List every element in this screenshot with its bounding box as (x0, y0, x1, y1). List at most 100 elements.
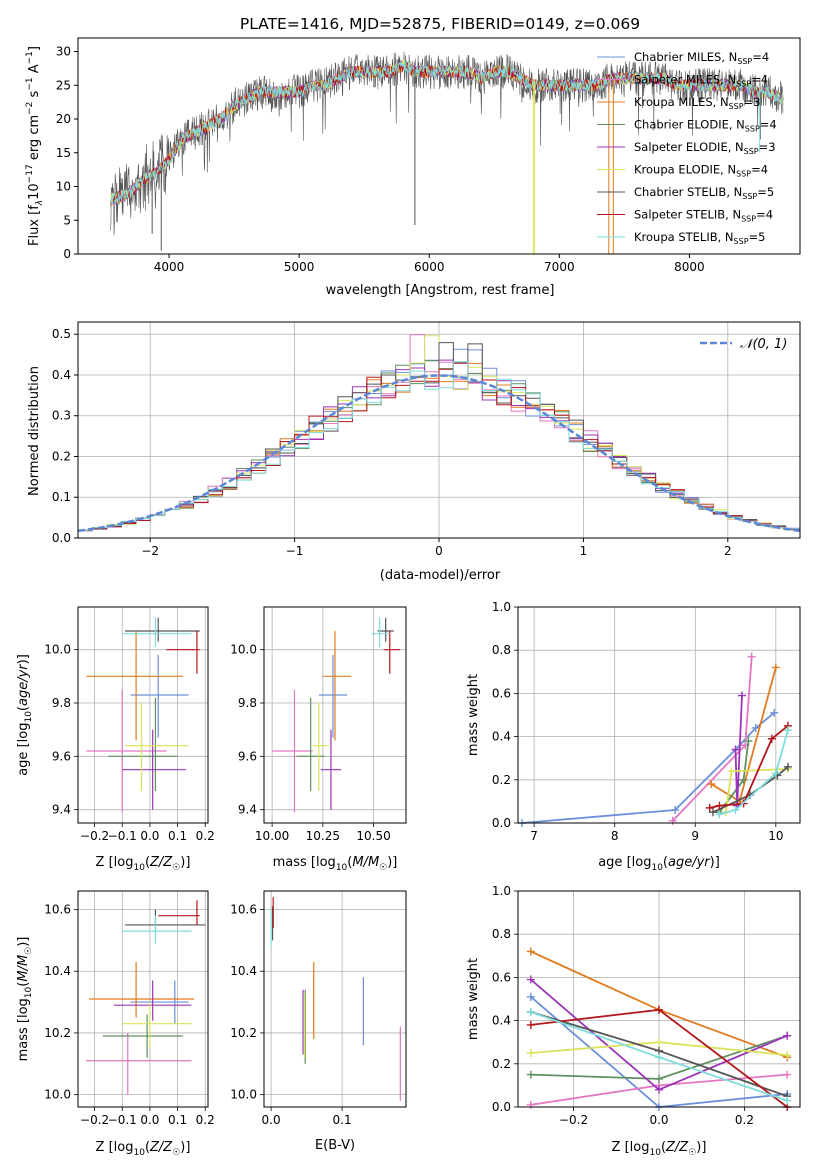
weight-marker (526, 1007, 535, 1016)
y-tick-label: 10.4 (230, 964, 257, 978)
x-tick-label: 9 (691, 829, 699, 843)
y-tick-label: 25 (56, 78, 71, 92)
label-part: age [log (598, 855, 651, 870)
weight-marker (715, 810, 724, 819)
ticks: −0.2 0.0 0.2 0.0 0.2 0.4 0.6 0.8 1.0 (492, 884, 754, 1127)
x-tick-label: 10.25 (306, 829, 340, 843)
y-tick-label: 9.8 (52, 696, 71, 710)
label-part: ( (16, 706, 31, 711)
x-tick-label: 0.2 (196, 1113, 215, 1127)
label-part: ☉ (172, 1148, 180, 1158)
ticks: 10.00 10.25 10.50 9.4 9.6 9.8 10.0 (230, 643, 390, 843)
label-part: ☉ (379, 863, 387, 873)
y-tick-label: 10.0 (230, 643, 257, 657)
legend-entry: Kroupa STELIB, NSSP=5 (634, 230, 765, 246)
x-tick-label: 1 (580, 544, 588, 558)
weight-marker (783, 726, 792, 735)
x-tick-label: 2 (724, 544, 732, 558)
y-tick-label: 0.6 (492, 970, 511, 984)
legend-entry: Chabrier ELODIE, NSSP=4 (634, 118, 777, 134)
legend-count: =5 (749, 230, 766, 244)
legend-subscript: SSP (736, 170, 751, 179)
label-part: 10 (133, 1148, 145, 1158)
weight-marker (655, 1085, 663, 1094)
y-tick-label: 0 (63, 247, 71, 261)
weight-marker (668, 816, 677, 825)
axes-frame (77, 890, 209, 1108)
x-tick-label: 4000 (154, 260, 185, 274)
legend-count: =5 (757, 185, 774, 199)
legend-entry: Kroupa ELODIE, NSSP=4 (634, 163, 768, 179)
errorbars (272, 617, 400, 813)
legend-subscript: SSP (744, 147, 759, 156)
y-tick-label: 15 (56, 146, 71, 160)
legend-entry: Kroupa MILES, NSSP=3 (634, 95, 760, 111)
legend-subscript: SSP (736, 80, 751, 89)
weight-marker (655, 1005, 663, 1014)
x-tick-label: 10 (768, 829, 783, 843)
y-tick-label: 0.4 (492, 730, 511, 744)
legend-name: Kroupa ELODIE, N (634, 163, 736, 177)
x-tick-label: 0.0 (140, 829, 159, 843)
ylabel-part: λ (35, 200, 45, 206)
x-axis-label: Z [log10(Z/Z☉)] (96, 855, 191, 873)
label-part: M/M (16, 955, 31, 982)
weight-marker (767, 734, 776, 743)
y-axis-label: mass weight (466, 674, 481, 756)
legend-entry: Salpeter MILES, NSSP=4 (634, 73, 768, 89)
weight-marker (783, 1070, 792, 1079)
label-part: )] (387, 855, 397, 870)
y-axis-label: age [log10(age/yr)] (16, 654, 34, 776)
ticks: 0.0 0.1 10.0 10.2 10.4 10.6 (230, 903, 351, 1127)
ylabel-part: −1 (25, 77, 35, 90)
weight-marker (526, 947, 535, 956)
legend-entry: Salpeter ELODIE, NSSP=3 (634, 140, 776, 156)
weight-marker (526, 1049, 535, 1057)
weight-marker (705, 803, 714, 812)
weight-marker (526, 992, 535, 1001)
axes-frame (263, 606, 407, 824)
legend-subscript: SSP (737, 57, 752, 66)
x-tick-label: −0.2 (80, 1113, 109, 1127)
weight-marker (526, 1070, 535, 1079)
residual-xlabel: (data-model)/error (380, 568, 501, 583)
residual-panel: −2 −1 0 1 2 0.0 0.1 0.2 0.3 0.4 0.5 𝒩(0, 1) (data-… (27, 321, 801, 583)
weight-marker (737, 691, 746, 700)
axes-frame (517, 606, 801, 824)
x-tick-label: 0.2 (196, 829, 215, 843)
z-weight-panel: −0.2 0.0 0.2 0.0 0.2 0.4 0.6 0.8 1.0 mass weight Z… (466, 884, 801, 1158)
ylabel-part: Flux [f (27, 205, 42, 246)
errorbars (86, 617, 200, 813)
errorbars (86, 900, 206, 1095)
y-tick-label: 9.6 (238, 749, 257, 763)
weight-marker (655, 1038, 663, 1047)
y-tick-label: 0.4 (52, 368, 71, 382)
ylabel-part: erg cm (27, 115, 42, 164)
label-part: ( (16, 982, 31, 987)
x-tick-label: 0.0 (649, 1113, 668, 1127)
x-axis-label: Z [log10(Z/Z☉)] (96, 1140, 191, 1158)
spectrum-axes-frame (77, 37, 801, 255)
label-part: 10 (24, 986, 34, 998)
gauss-legend-label: 𝒩(0, 1) (740, 337, 787, 352)
weight-line (719, 729, 789, 816)
y-tick-label: 0.3 (52, 409, 71, 423)
x-tick-label: −0.2 (559, 1113, 588, 1127)
x-tick-label: 0.0 (140, 1113, 159, 1127)
y-tick-label: 0.4 (492, 1014, 511, 1028)
ticks: −0.2−0.1 0.0 0.1 0.2 10.0 10.2 10.4 10.6 (44, 903, 214, 1127)
ticks: 7 8 9 10 0.0 0.2 0.4 0.6 0.8 1.0 (492, 600, 784, 843)
label-part: Z/Z (149, 855, 173, 870)
legend-entry: Salpeter STELIB, NSSP=4 (634, 208, 773, 224)
histogram-step (78, 361, 800, 534)
ylabel-part: A (27, 64, 42, 77)
weight-marker (715, 801, 724, 810)
x-tick-label: 8000 (674, 260, 705, 274)
x-tick-label: 10.50 (356, 829, 390, 843)
legend-subscript: SSP (729, 102, 744, 111)
legend-count: =3 (744, 95, 761, 109)
y-tick-label: 0.8 (492, 927, 511, 941)
weight-lines (518, 652, 792, 827)
legend-count: =4 (756, 208, 773, 222)
residual-ylabel: Normed distribution (27, 366, 42, 496)
